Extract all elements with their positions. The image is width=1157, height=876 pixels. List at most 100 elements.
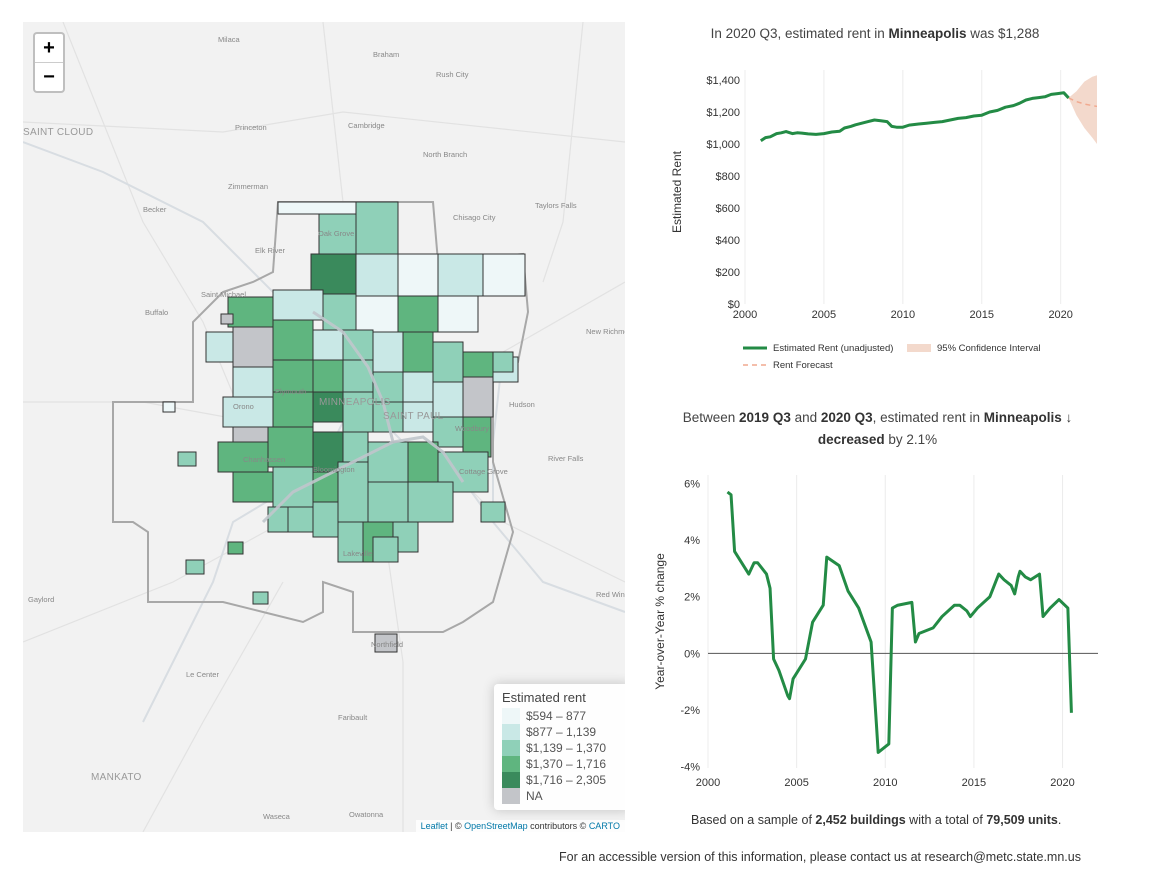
zoom-in-button[interactable]: + (43, 37, 55, 59)
yoy-ytick-label: 2% (684, 592, 700, 604)
rent-legend-series-label: Estimated Rent (unadjusted) (773, 343, 893, 354)
legend-label: NA (526, 789, 543, 803)
rent-series-line (759, 91, 1070, 143)
yoy-title-c: and (790, 410, 821, 425)
rent-ytick-label: $0 (728, 299, 740, 311)
legend-label: $1,139 – 1,370 (526, 741, 607, 755)
label-plymouth: Plymouth (275, 387, 306, 396)
label-owatonna: Owatonna (349, 810, 384, 819)
rent-ytick-label: $1,200 (706, 107, 740, 119)
rent-chart-title: In 2020 Q3, estimated rent in Minneapoli… (650, 23, 1100, 45)
zoom-out-button[interactable]: − (35, 62, 63, 91)
legend-item: NA (502, 788, 622, 804)
sample-note: Based on a sample of 2,452 buildings wit… (691, 813, 1061, 827)
rent-title-city: Minneapolis (888, 26, 967, 41)
label-north-branch: North Branch (423, 150, 467, 159)
label-hudson: Hudson (509, 400, 535, 409)
rent-ytick-label: $200 (716, 267, 740, 279)
legend-swatch (502, 740, 520, 756)
label-princeton: Princeton (235, 123, 267, 132)
label-becker: Becker (143, 205, 167, 214)
label-river-falls: River Falls (548, 454, 584, 463)
sample-c: with a total of (905, 813, 987, 827)
rent-legend-ci-label: 95% Confidence Interval (937, 343, 1041, 354)
sample-e: . (1057, 813, 1062, 827)
yoy-ytick-label: -4% (680, 762, 700, 774)
legend-swatch (502, 708, 520, 724)
sample-a: Based on a sample of (691, 813, 816, 827)
rent-title-post: was $1,288 (966, 26, 1040, 41)
label-le-center: Le Center (186, 670, 219, 679)
legend-item: $877 – 1,139 (502, 724, 622, 740)
yoy-xtick-label: 2005 (784, 777, 808, 789)
rent-xtick-label: 2020 (1048, 309, 1072, 321)
label-braham: Braham (373, 50, 399, 59)
legend-label: $877 – 1,139 (526, 725, 597, 739)
yoy-title-decreased: decreased (817, 432, 885, 447)
label-northfield: Northfield (371, 640, 403, 649)
yoy-title-b: 2019 Q3 (739, 410, 791, 425)
label-new-richmond: New Richmond (586, 327, 625, 336)
rent-tracts (162, 201, 526, 653)
legend-swatch (502, 772, 520, 788)
rent-xtick-label: 2005 (812, 309, 836, 321)
leaflet-link[interactable]: Leaflet (420, 821, 448, 831)
yoy-title-amount: by 2.1% (884, 432, 938, 447)
map-legend: Estimated rent $594 – 877 $877 – 1,139 $1,… (494, 684, 625, 810)
legend-item: $1,716 – 2,305 (502, 772, 622, 788)
label-minneapolis: MINNEAPOLIS (319, 397, 391, 408)
rent-ci-band (1068, 75, 1097, 144)
label-saint-paul: SAINT PAUL (383, 411, 444, 422)
yoy-series-line (726, 490, 1073, 754)
label-red-wing: Red Wing (596, 590, 625, 599)
rent-legend-ci-swatch (907, 344, 931, 352)
yoy-ytick-label: 0% (684, 648, 700, 660)
yoy-chart-title: Between 2019 Q3 and 2020 Q3, estimated r… (650, 407, 1105, 451)
label-bloomington: Bloomington (313, 465, 355, 474)
label-zimmerman: Zimmerman (228, 182, 268, 191)
label-orono: Orono (233, 402, 254, 411)
sample-units: 79,509 units (986, 813, 1058, 827)
yoy-xtick-label: 2010 (873, 777, 897, 789)
yoy-ytick-label: 4% (684, 535, 700, 547)
legend-item: $1,139 – 1,370 (502, 740, 622, 756)
sample-buildings: 2,452 buildings (815, 813, 906, 827)
yoy-ytick-label: -2% (680, 705, 700, 717)
legend-swatch (502, 756, 520, 772)
label-chisago-city: Chisago City (453, 213, 496, 222)
label-cottage-grove: Cottage Grove (459, 467, 508, 476)
yoy-xtick-label: 2000 (696, 777, 720, 789)
down-arrow-icon: ↓ (1065, 410, 1073, 425)
attrib-mid: contributors © (527, 821, 589, 831)
label-faribault: Faribault (338, 713, 368, 722)
label-lakeville: Lakeville (343, 549, 372, 558)
label-saint-cloud: SAINT CLOUD (23, 127, 93, 138)
rent-ylabel: Estimated Rent (670, 150, 684, 233)
label-elk-river: Elk River (255, 246, 286, 255)
rent-ytick-label: $800 (716, 171, 740, 183)
yoy-title-f: Minneapolis (983, 410, 1062, 425)
label-gaylord: Gaylord (28, 595, 54, 604)
yoy-title-d: 2020 Q3 (820, 410, 873, 425)
rent-legend-forecast-label: Rent Forecast (773, 360, 833, 371)
yoy-title-e: , estimated rent in (872, 410, 984, 425)
legend-swatch (502, 788, 520, 804)
legend-label: $594 – 877 (526, 709, 587, 723)
legend-title: Estimated rent (502, 690, 586, 705)
rent-xtick-label: 2015 (970, 309, 994, 321)
rent-title-pre: In 2020 Q3, estimated rent in (710, 26, 889, 41)
yoy-ytick-label: 6% (684, 478, 700, 490)
accessibility-note: For an accessible version of this inform… (559, 850, 1081, 864)
carto-link[interactable]: CARTO (588, 821, 620, 831)
osm-link[interactable]: OpenStreetMap (464, 821, 528, 831)
yoy-xtick-label: 2015 (962, 777, 986, 789)
legend-item: $1,370 – 1,716 (502, 756, 622, 772)
legend-label: $1,370 – 1,716 (526, 757, 607, 771)
zoom-control: + − (33, 32, 65, 93)
label-taylors-falls: Taylors Falls (535, 201, 577, 210)
rent-ytick-label: $600 (716, 203, 740, 215)
legend-swatch (502, 724, 520, 740)
rent-map[interactable]: Milaca Braham Rush City SAINT CLOUD Prin… (23, 22, 625, 832)
legend-label: $1,716 – 2,305 (526, 773, 607, 787)
label-rush-city: Rush City (436, 70, 469, 79)
